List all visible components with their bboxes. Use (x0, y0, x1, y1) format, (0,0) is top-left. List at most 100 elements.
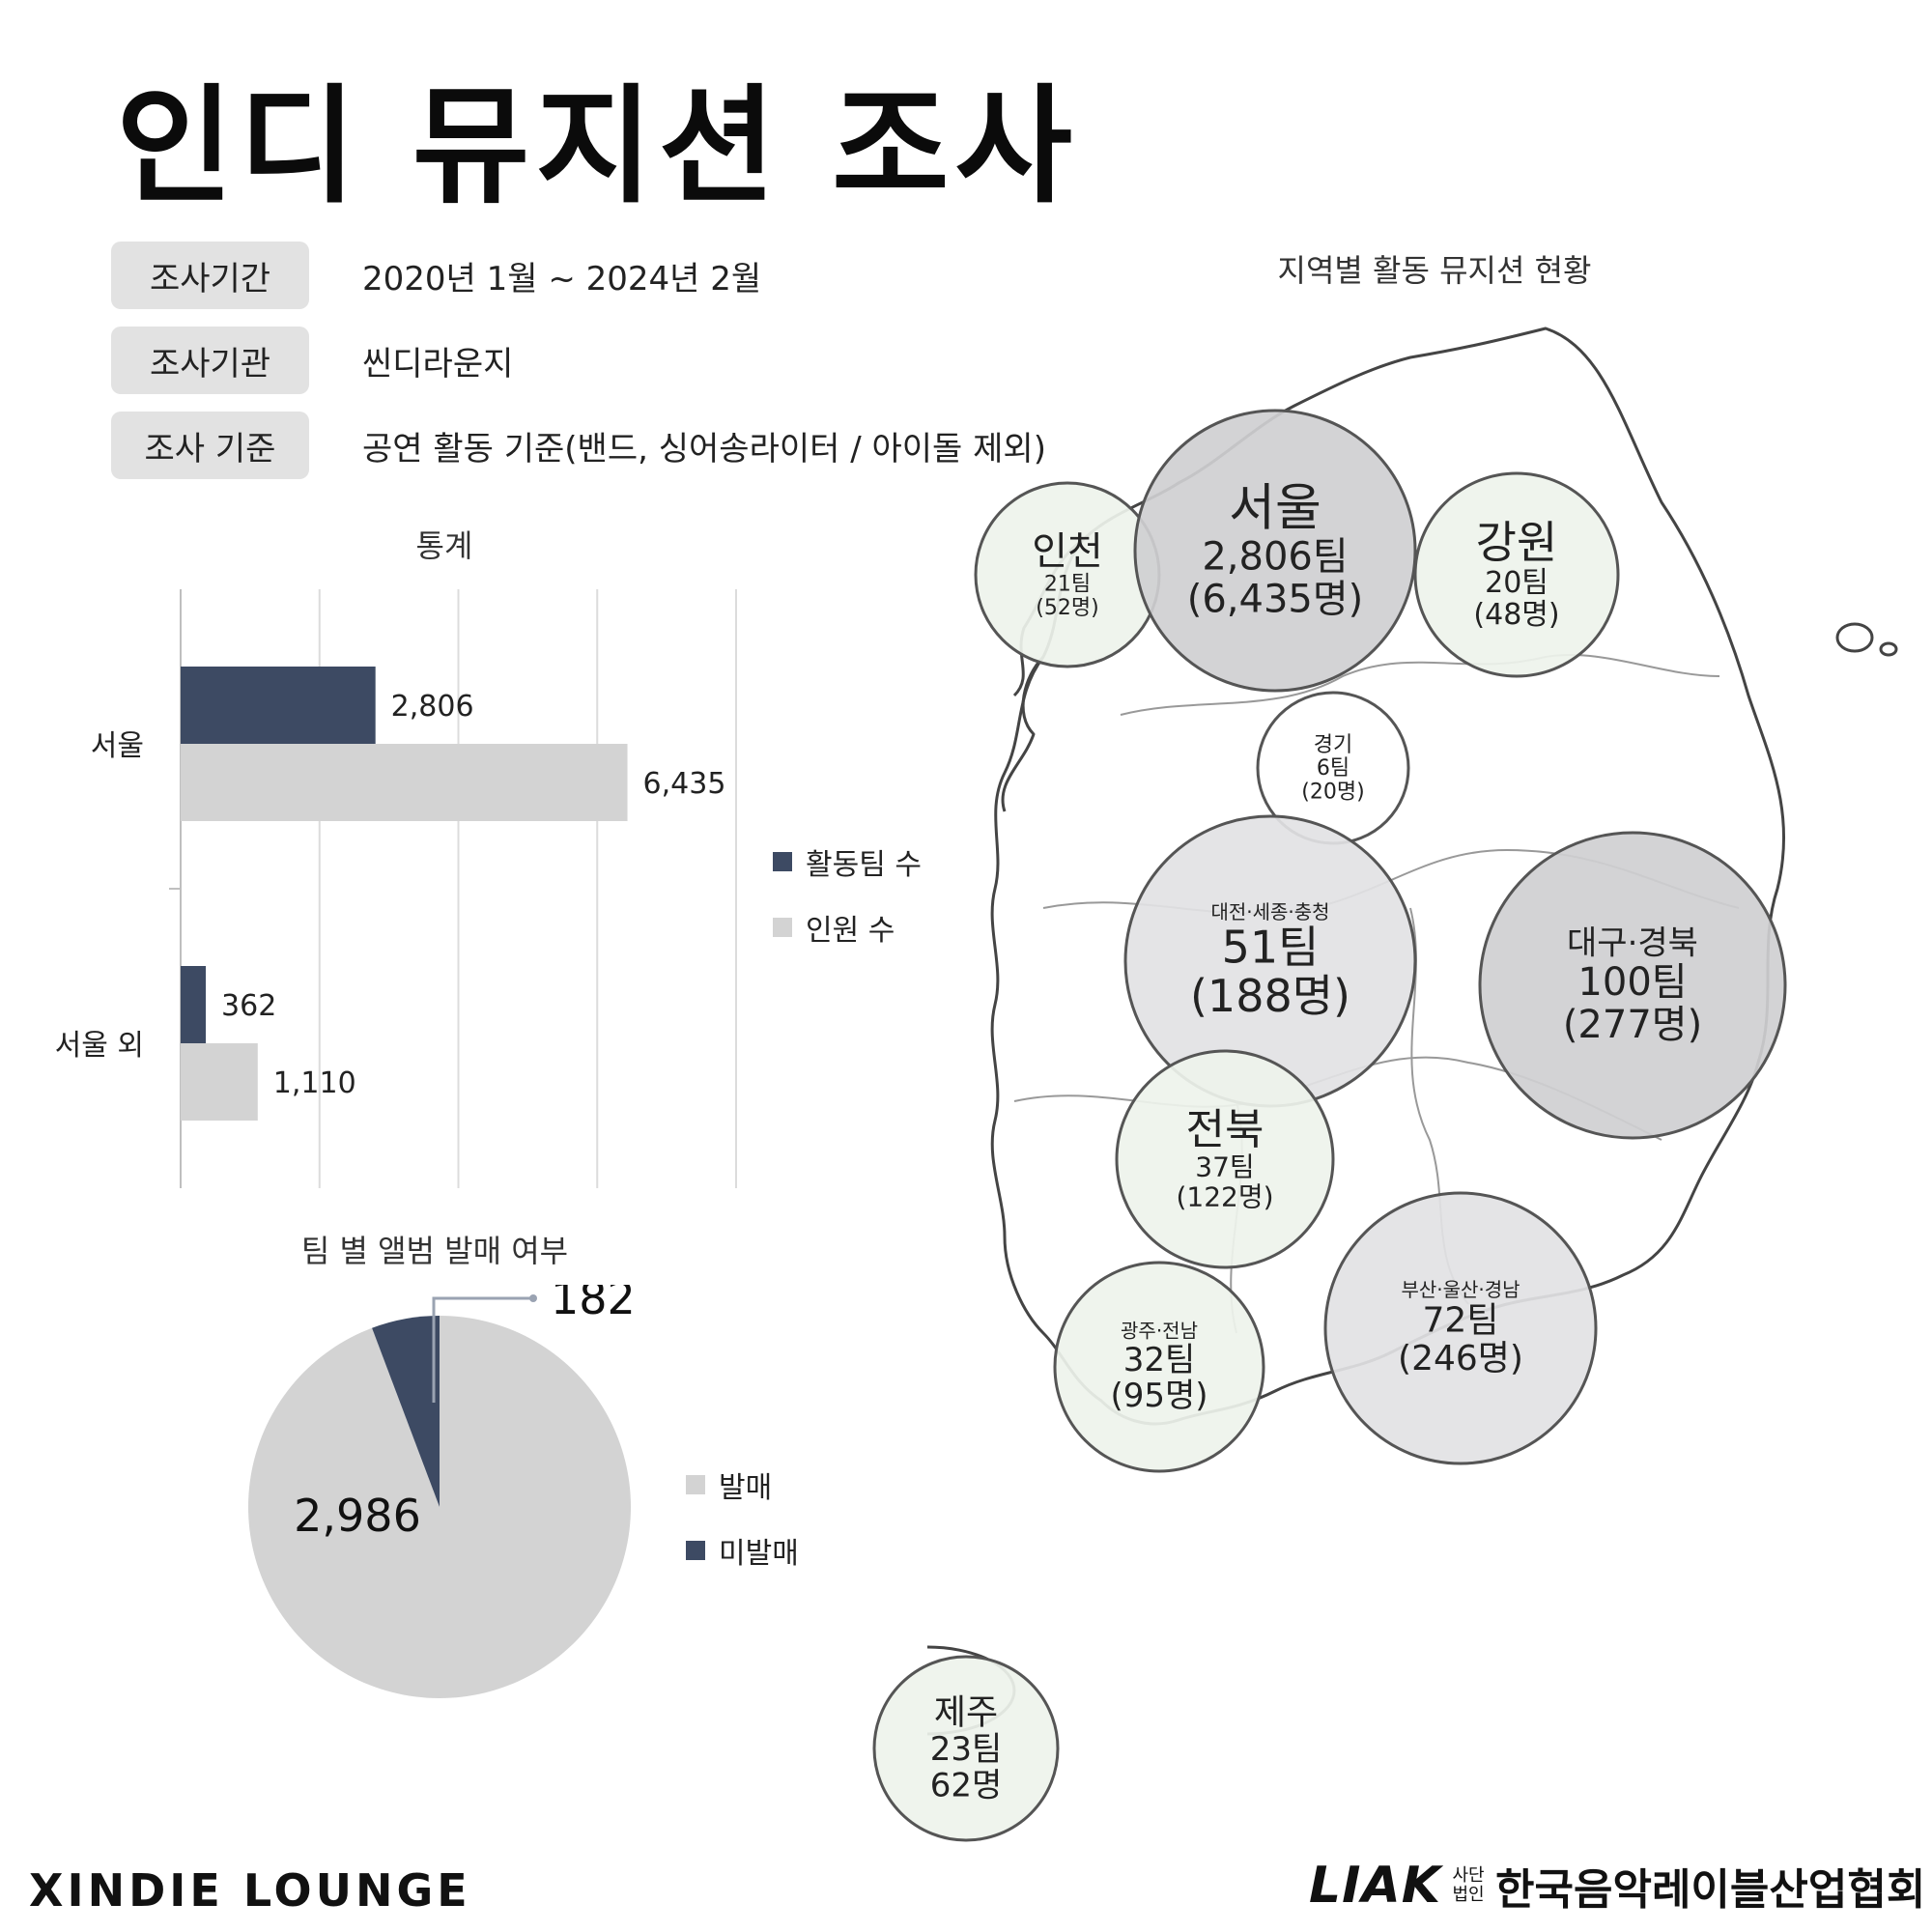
region-teams: 37팀 (1195, 1151, 1254, 1183)
region-name: 부산·울산·경남 (1401, 1278, 1520, 1301)
region-name: 대전·세종·충청 (1210, 900, 1329, 923)
info-row-agency: 조사기관 씬디라운지 (111, 327, 513, 394)
legend-item-unreleased: 미발매 (686, 1529, 799, 1572)
legend-label: 발매 (719, 1471, 773, 1505)
region-name: 서울 (1229, 479, 1321, 537)
legend-label: 활동팀 수 (806, 848, 922, 882)
info-value: 공연 활동 기준(밴드, 싱어송라이터 / 아이돌 제외) (362, 429, 1046, 469)
info-label: 조사 기준 (111, 412, 309, 479)
pie-leader-dot (529, 1294, 537, 1302)
liak-org-name: 한국음악레이블산업협회 (1495, 1865, 1926, 1915)
bar-chart: 서울 2,806 6,435 서울 외 362 1,110 (55, 589, 737, 1188)
bar-value-label: 2,806 (391, 690, 474, 724)
region-name: 경기 (1314, 733, 1352, 757)
region-teams: 23팀 (930, 1730, 1003, 1769)
category-label: 서울 외 (55, 1029, 144, 1063)
map-title: 지역별 활동 뮤지션 현황 (1277, 252, 1592, 289)
region-teams: 32팀 (1123, 1341, 1196, 1379)
region-circle (1115, 1049, 1335, 1269)
region-teams: 6팀 (1317, 756, 1350, 781)
region-people: (48명) (1473, 598, 1559, 632)
info-label: 조사기관 (111, 327, 309, 394)
region-teams: 100팀 (1577, 960, 1687, 1005)
pie-chart-title: 팀 별 앨범 발매 여부 (300, 1233, 569, 1269)
pie-label-released: 2,986 (294, 1490, 421, 1542)
liak-sub-line-1: 사단 (1452, 1865, 1485, 1886)
bar (181, 744, 628, 821)
bar-value-label: 362 (221, 989, 276, 1023)
region-people: (277명) (1563, 1003, 1702, 1047)
region-people: (95명) (1110, 1377, 1208, 1415)
bar-chart-title: 통계 (415, 527, 473, 564)
legend-item-people: 인원 수 (773, 906, 922, 949)
pie-slice-released (247, 1316, 631, 1698)
region-name: 인천 (1032, 529, 1103, 574)
info-label: 조사기간 (111, 242, 309, 309)
legend-label: 인원 수 (806, 914, 895, 948)
bar-value-label: 6,435 (643, 767, 726, 801)
pie-label-unreleased: 182 (551, 1285, 636, 1324)
legend-item-released: 발매 (686, 1463, 799, 1506)
region-circle (872, 1655, 1060, 1842)
legend-swatch-navy (686, 1541, 705, 1560)
region-teams: 20팀 (1485, 566, 1548, 600)
page-title: 인디 뮤지션 조사 (116, 72, 1078, 221)
info-row-criteria: 조사 기준 공연 활동 기준(밴드, 싱어송라이터 / 아이돌 제외) (111, 412, 1046, 479)
region-people: (52명) (1036, 596, 1098, 620)
category-label: 서울 (91, 729, 144, 763)
province-border (1120, 653, 1720, 716)
region-teams: 72팀 (1423, 1300, 1499, 1340)
info-value: 씬디라운지 (362, 344, 514, 384)
bar-legend: 활동팀 수 인원 수 (773, 840, 922, 949)
region-circle (1323, 1191, 1598, 1465)
bar (181, 966, 207, 1043)
dokdo-island (1879, 641, 1898, 657)
legend-swatch-gray (686, 1475, 705, 1494)
liak-sub-line-2: 법인 (1452, 1885, 1485, 1905)
region-teams: 51팀 (1222, 921, 1320, 973)
bar (181, 667, 376, 744)
legend-swatch-navy (773, 852, 792, 871)
info-row-period: 조사기간 2020년 1월 ~ 2024년 2월 (111, 242, 761, 309)
legend-label: 미발매 (719, 1537, 799, 1571)
region-circle (1413, 471, 1620, 678)
region-circle (1053, 1261, 1265, 1473)
region-name: 제주 (934, 1693, 998, 1733)
legend-item-teams: 활동팀 수 (773, 840, 922, 883)
region-name: 대구·경북 (1567, 923, 1698, 962)
info-value: 2020년 1월 ~ 2024년 2월 (362, 259, 762, 298)
region-name: 전북 (1186, 1105, 1264, 1154)
region-people: (20명) (1301, 780, 1364, 804)
region-circle (1133, 409, 1417, 693)
pie-slice-unreleased (372, 1316, 440, 1507)
liak-logo: LIAK (1309, 1857, 1442, 1915)
pie-legend: 발매 미발매 (686, 1463, 799, 1572)
region-name: 강원 (1476, 516, 1558, 568)
liak-sub: 사단 법인 (1449, 1866, 1488, 1905)
legend-swatch-gray (773, 918, 792, 937)
region-teams: 21팀 (1044, 573, 1091, 597)
region-bubble: 서울2,806팀(6,435명) (1133, 409, 1417, 693)
region-name: 광주·전남 (1121, 1319, 1198, 1342)
pie-leader-line (432, 1296, 531, 1403)
brand-xindie-lounge: XINDIE LOUNGE (29, 1864, 471, 1917)
bar-value-label: 1,110 (273, 1066, 356, 1100)
region-people: (6,435명) (1187, 577, 1364, 621)
region-people: (246명) (1398, 1339, 1523, 1378)
region-circle (1478, 831, 1787, 1140)
region-people: 62명 (930, 1767, 1003, 1805)
region-teams: 2,806팀 (1202, 534, 1348, 579)
region-people: (122명) (1176, 1180, 1273, 1212)
brand-liak: LIAK 사단 법인 한국음악레이블산업협회 (1309, 1855, 1925, 1917)
region-people: (188명) (1190, 970, 1350, 1022)
